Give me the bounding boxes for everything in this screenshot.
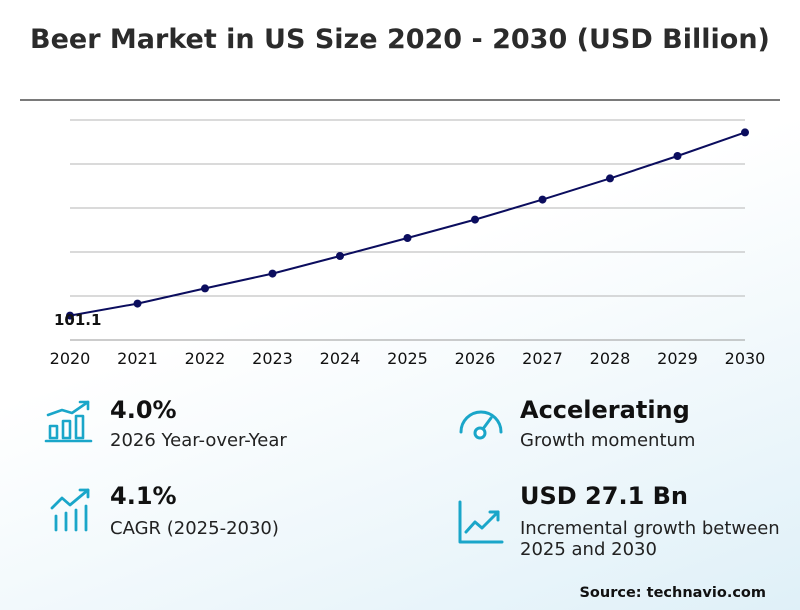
trend-bars-icon	[50, 488, 90, 532]
chart-title: Beer Market in US Size 2020 - 2030 (USD …	[30, 24, 770, 55]
chart-grid	[70, 119, 745, 341]
series-line	[69, 131, 746, 317]
x-tick-label: 2026	[455, 349, 496, 368]
stat-incremental-value: USD 27.1 Bn	[520, 482, 688, 510]
data-point	[538, 195, 547, 204]
data-point	[403, 234, 412, 242]
stat-momentum-value: Accelerating	[520, 396, 690, 424]
stat-cagr-label: CAGR (2025-2030)	[110, 518, 279, 539]
series-points	[66, 128, 749, 320]
x-tick-label: 2023	[252, 349, 293, 368]
data-point	[133, 299, 142, 308]
data-point	[471, 215, 479, 224]
data-point	[201, 284, 209, 293]
x-tick-label: 2020	[50, 349, 91, 368]
x-tick-label: 2028	[590, 349, 631, 368]
title-divider	[20, 99, 780, 101]
x-tick-label: 2025	[387, 349, 428, 368]
x-axis-ticks: 2020 2021 2022 2023 2024 2025 2026 2027 2028 2029…	[50, 349, 766, 368]
data-point	[741, 128, 749, 137]
source-credit: Source: technavio.com	[579, 585, 766, 601]
x-tick-label: 2022	[185, 349, 226, 368]
stat-incremental-label: Incremental growth between 2025 and 2030	[520, 518, 780, 560]
data-point	[336, 252, 344, 260]
data-point	[66, 311, 74, 320]
x-tick-label: 2027	[522, 349, 563, 368]
speedometer-icon	[459, 410, 503, 440]
data-point	[606, 174, 614, 183]
stat-cagr-value: 4.1%	[110, 482, 177, 510]
bar-chart-growth-icon	[44, 400, 93, 443]
stat-momentum-label: Growth momentum	[520, 430, 696, 451]
x-tick-label: 2029	[657, 349, 698, 368]
line-chart: 2020 2021 2022 2023 2024 2025 2026 2027 2028 2029…	[50, 119, 766, 368]
stat-yoy-label: 2026 Year-over-Year	[110, 430, 287, 451]
x-tick-label: 2030	[725, 349, 766, 368]
data-point	[268, 269, 277, 278]
data-point	[673, 152, 682, 160]
x-tick-label: 2021	[117, 349, 158, 368]
data-label-2020: 101.1	[54, 311, 101, 329]
stat-yoy-value: 4.0%	[110, 396, 177, 424]
line-chart-icon	[458, 500, 504, 544]
x-tick-label: 2024	[320, 349, 361, 368]
